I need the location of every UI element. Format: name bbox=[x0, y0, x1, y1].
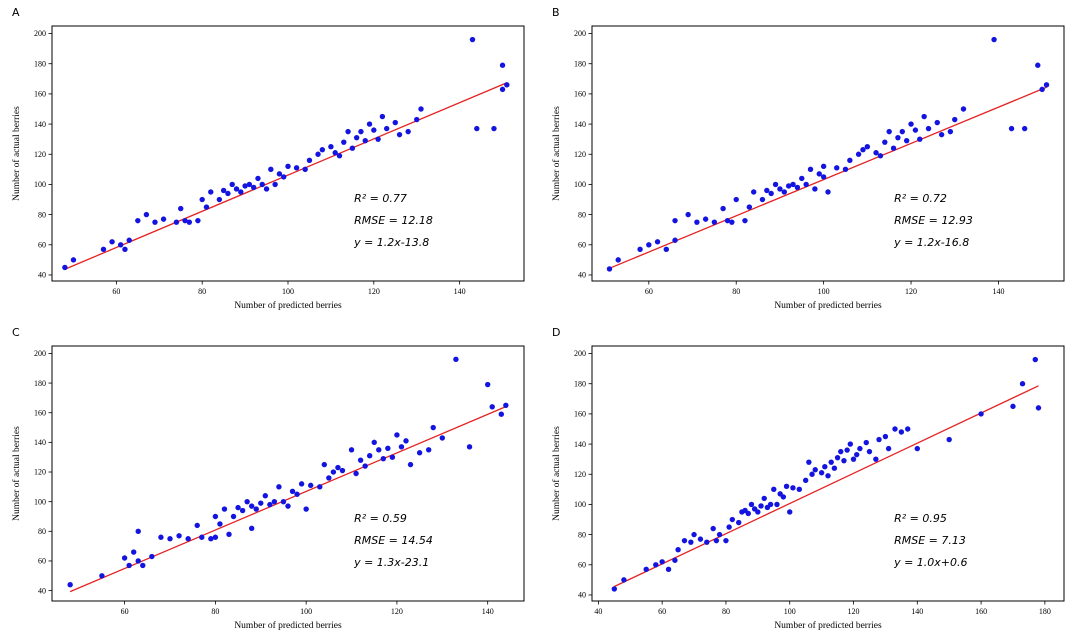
svg-text:140: 140 bbox=[454, 287, 466, 296]
svg-text:Number of actual berries: Number of actual berries bbox=[11, 425, 22, 520]
svg-text:y = 1.2x-16.8: y = 1.2x-16.8 bbox=[893, 236, 969, 249]
svg-text:RMSE = 14.54: RMSE = 14.54 bbox=[354, 533, 433, 546]
panel-a-label: A bbox=[12, 6, 20, 19]
svg-text:100: 100 bbox=[818, 287, 830, 296]
svg-text:y = 1.3x-23.1: y = 1.3x-23.1 bbox=[353, 555, 429, 568]
svg-text:80: 80 bbox=[38, 527, 46, 536]
svg-text:160: 160 bbox=[574, 90, 586, 99]
svg-text:180: 180 bbox=[1039, 607, 1051, 616]
panel-b: B 60 80 100 120 140 40 60 80 100 120 140 160 180 200 N… bbox=[540, 0, 1080, 320]
svg-text:80: 80 bbox=[732, 287, 740, 296]
svg-text:180: 180 bbox=[34, 59, 46, 68]
svg-text:80: 80 bbox=[722, 607, 730, 616]
svg-text:RMSE = 12.18: RMSE = 12.18 bbox=[354, 214, 433, 227]
svg-text:R² = 0.77: R² = 0.77 bbox=[354, 192, 407, 205]
svg-text:140: 140 bbox=[34, 438, 46, 447]
scatter-plot-a: 60 80 100 120 140 40 60 80 100 120 140 160 180 200 Num… bbox=[11, 25, 525, 311]
svg-text:60: 60 bbox=[578, 560, 586, 569]
svg-text:100: 100 bbox=[300, 607, 312, 616]
svg-text:60: 60 bbox=[578, 240, 586, 249]
svg-text:200: 200 bbox=[34, 349, 46, 358]
svg-text:120: 120 bbox=[34, 467, 46, 476]
svg-text:Number of predicted berries: Number of predicted berries bbox=[234, 620, 342, 631]
svg-text:Number of predicted berries: Number of predicted berries bbox=[774, 620, 882, 631]
svg-text:160: 160 bbox=[975, 607, 987, 616]
svg-text:140: 140 bbox=[992, 287, 1004, 296]
svg-text:120: 120 bbox=[574, 469, 586, 478]
svg-text:R² = 0.95: R² = 0.95 bbox=[894, 511, 947, 524]
svg-text:160: 160 bbox=[34, 90, 46, 99]
svg-text:80: 80 bbox=[198, 287, 206, 296]
svg-text:80: 80 bbox=[578, 210, 586, 219]
svg-text:140: 140 bbox=[574, 120, 586, 129]
panel-d-label: D bbox=[552, 325, 561, 339]
panel-c: C 60 80 100 120 140 40 60 80 100 120 140 160 180 200 N… bbox=[0, 320, 540, 639]
svg-text:y = 1.0x+0.6: y = 1.0x+0.6 bbox=[893, 555, 967, 568]
svg-text:40: 40 bbox=[578, 590, 586, 599]
svg-text:120: 120 bbox=[368, 287, 380, 296]
svg-text:Number of actual berries: Number of actual berries bbox=[551, 425, 562, 520]
svg-text:60: 60 bbox=[38, 240, 46, 249]
svg-text:RMSE = 12.93: RMSE = 12.93 bbox=[894, 214, 973, 227]
svg-text:40: 40 bbox=[578, 271, 586, 280]
svg-text:80: 80 bbox=[578, 530, 586, 539]
svg-text:40: 40 bbox=[38, 271, 46, 280]
svg-text:R² = 0.72: R² = 0.72 bbox=[894, 192, 947, 205]
panel-d: D 40 60 80 100 120 140 160 180 40 60 80 100 120 140 16… bbox=[540, 320, 1080, 639]
scatter-plot-b: 60 80 100 120 140 40 60 80 100 120 140 160 180 200 Num… bbox=[551, 25, 1065, 311]
svg-text:200: 200 bbox=[574, 349, 586, 358]
svg-text:200: 200 bbox=[574, 29, 586, 38]
svg-text:100: 100 bbox=[574, 500, 586, 509]
svg-text:80: 80 bbox=[38, 210, 46, 219]
svg-text:180: 180 bbox=[574, 59, 586, 68]
svg-text:120: 120 bbox=[574, 150, 586, 159]
svg-text:140: 140 bbox=[911, 607, 923, 616]
scatter-plot-c: 60 80 100 120 140 40 60 80 100 120 140 160 180 200 Num… bbox=[11, 345, 525, 631]
svg-text:80: 80 bbox=[211, 607, 219, 616]
svg-text:60: 60 bbox=[121, 607, 129, 616]
svg-text:Number of actual berries: Number of actual berries bbox=[11, 106, 22, 201]
svg-text:100: 100 bbox=[34, 497, 46, 506]
panel-c-label: C bbox=[12, 325, 20, 339]
panel-a: A 60 80 100 120 140 40 60 80 100 120 140 160 180 200 N… bbox=[0, 0, 540, 320]
svg-text:100: 100 bbox=[784, 607, 796, 616]
svg-text:RMSE = 7.13: RMSE = 7.13 bbox=[894, 533, 966, 546]
svg-text:40: 40 bbox=[38, 586, 46, 595]
svg-text:60: 60 bbox=[658, 607, 666, 616]
svg-text:60: 60 bbox=[645, 287, 653, 296]
svg-text:100: 100 bbox=[282, 287, 294, 296]
svg-text:140: 140 bbox=[574, 439, 586, 448]
panel-b-label: B bbox=[552, 6, 560, 19]
svg-text:60: 60 bbox=[38, 556, 46, 565]
svg-text:Number of actual berries: Number of actual berries bbox=[551, 106, 562, 201]
svg-text:R² = 0.59: R² = 0.59 bbox=[354, 511, 407, 524]
svg-text:120: 120 bbox=[34, 150, 46, 159]
svg-text:100: 100 bbox=[574, 180, 586, 189]
svg-text:40: 40 bbox=[594, 607, 602, 616]
svg-text:Number of predicted berries: Number of predicted berries bbox=[234, 300, 342, 311]
svg-text:Number of predicted berries: Number of predicted berries bbox=[774, 300, 882, 311]
svg-text:120: 120 bbox=[848, 607, 860, 616]
svg-text:200: 200 bbox=[34, 29, 46, 38]
svg-text:160: 160 bbox=[574, 409, 586, 418]
scatter-plot-d: 40 60 80 100 120 140 160 180 40 60 80 100 120 140 160 1… bbox=[551, 345, 1065, 631]
svg-text:180: 180 bbox=[574, 379, 586, 388]
svg-text:120: 120 bbox=[905, 287, 917, 296]
svg-text:140: 140 bbox=[34, 120, 46, 129]
svg-text:100: 100 bbox=[34, 180, 46, 189]
svg-text:60: 60 bbox=[112, 287, 120, 296]
svg-text:y = 1.2x-13.8: y = 1.2x-13.8 bbox=[353, 236, 429, 249]
svg-text:160: 160 bbox=[34, 408, 46, 417]
svg-text:140: 140 bbox=[482, 607, 494, 616]
svg-text:120: 120 bbox=[391, 607, 403, 616]
svg-text:180: 180 bbox=[34, 378, 46, 387]
